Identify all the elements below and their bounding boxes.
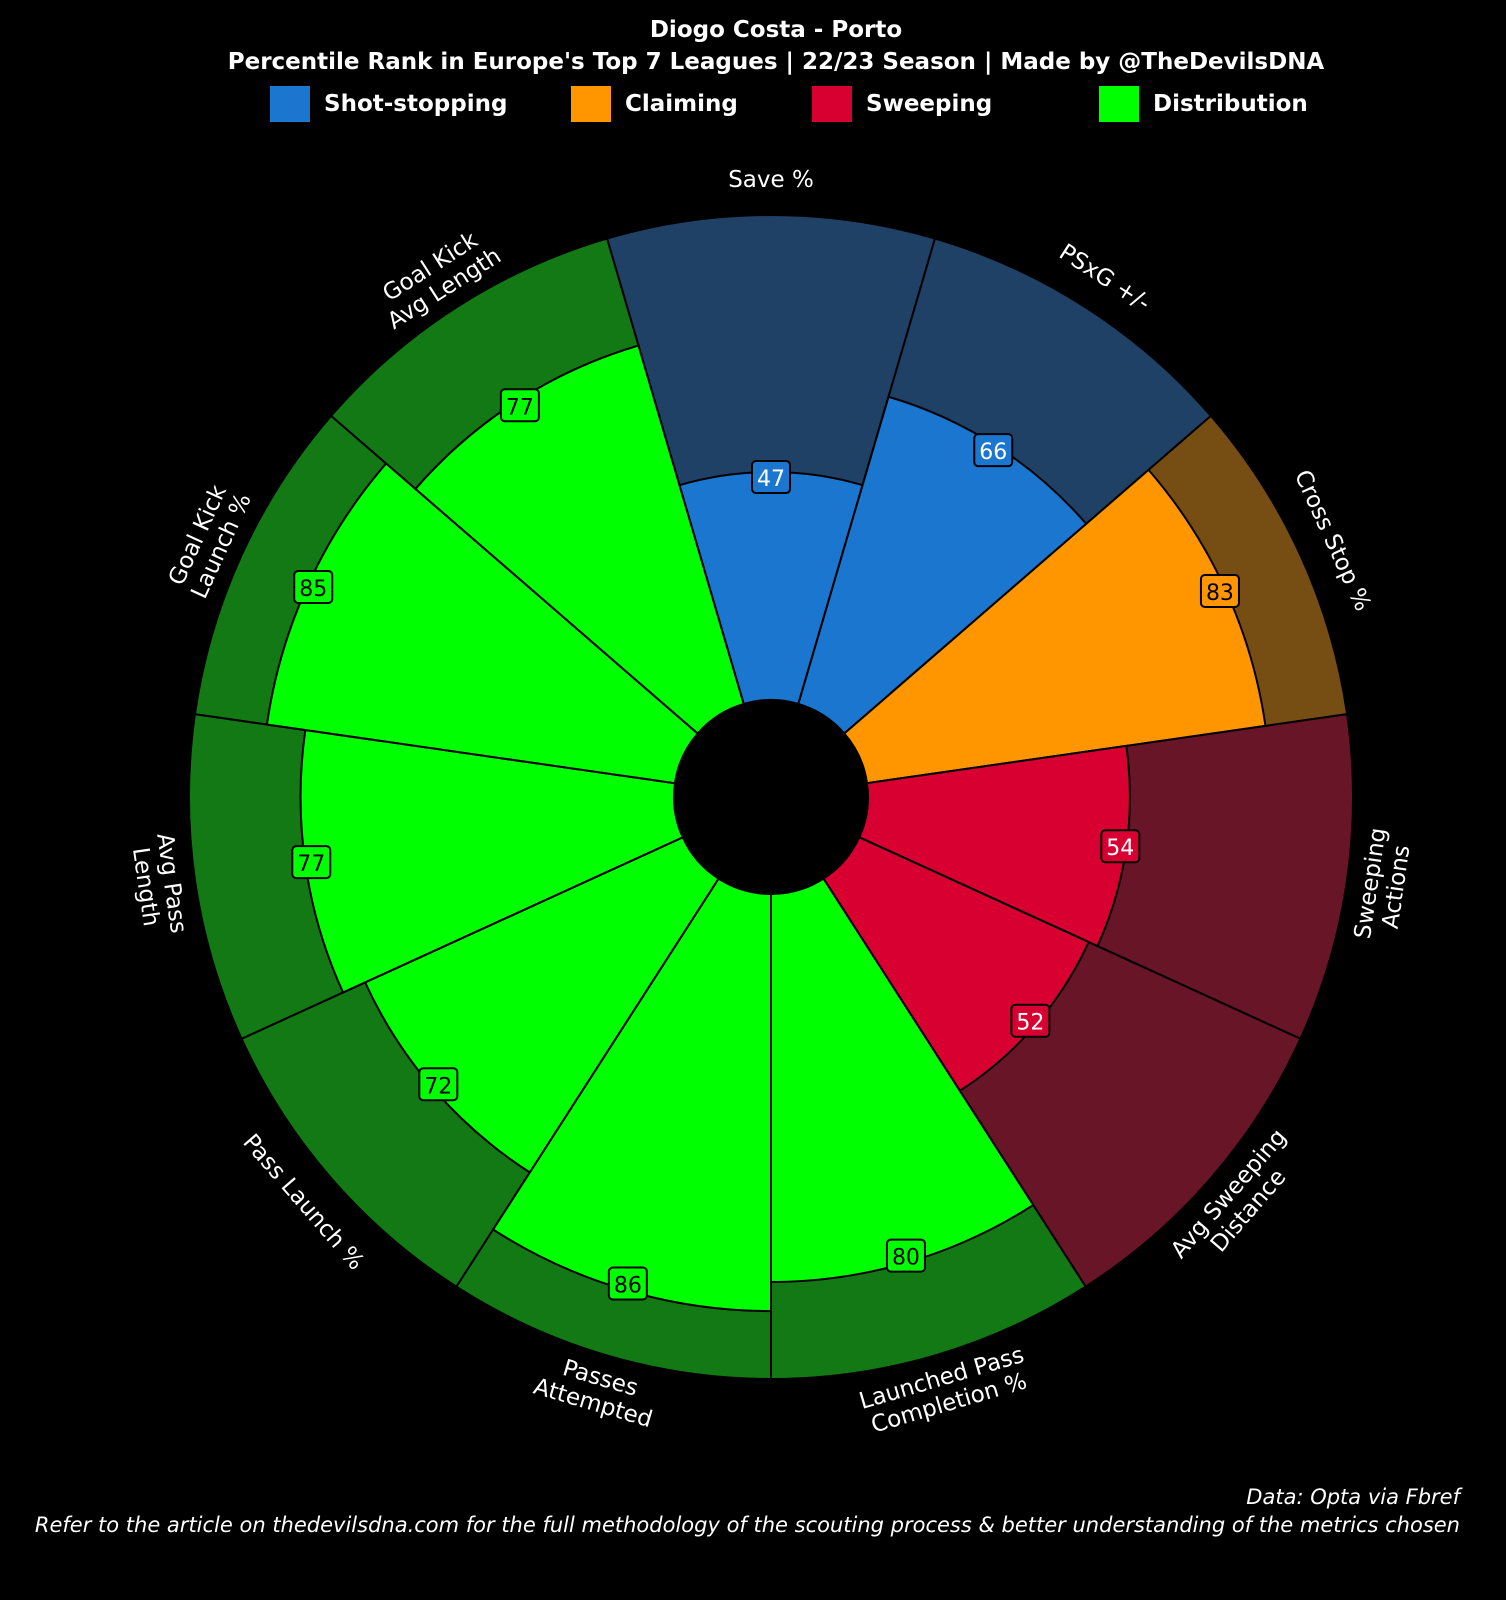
- value-label-text: 47: [757, 467, 785, 492]
- legend-label-claiming: Claiming: [625, 91, 738, 117]
- value-label-text: 83: [1206, 581, 1234, 606]
- category-label-avg-pass-length: Avg PassLength: [125, 831, 191, 938]
- value-label-text: 86: [614, 1274, 642, 1299]
- value-label-box: [293, 569, 334, 604]
- center-hole: [674, 700, 868, 894]
- value-label-box: [885, 1238, 926, 1273]
- value-label-text: 77: [506, 395, 534, 420]
- value-label-text: 77: [297, 852, 325, 877]
- value-label-goal-kick-avg-length: 77: [499, 388, 540, 423]
- value-label-text: 72: [424, 1074, 452, 1099]
- value-label-box: [1199, 573, 1240, 608]
- value-label-box: [973, 433, 1014, 468]
- footer-source: Data: Opta via Fbref: [1246, 1485, 1460, 1509]
- value-label-box: [1100, 829, 1141, 864]
- footer-note: Refer to the article on thedevilsdna.com…: [34, 1513, 1460, 1537]
- chart-subtitle: Percentile Rank in Europe's Top 7 League…: [227, 49, 1325, 75]
- value-label-goal-kick-launch: 85: [293, 569, 334, 604]
- value-label-box: [1010, 1003, 1051, 1038]
- value-label-text: 54: [1106, 836, 1134, 861]
- legend-item-claiming: Claiming: [571, 86, 738, 122]
- value-label-box: [418, 1067, 459, 1102]
- legend-item-shot-stopping: Shot-stopping: [270, 86, 507, 122]
- legend-label-sweeping: Sweeping: [866, 91, 993, 117]
- category-label-save: Save %: [728, 167, 814, 193]
- value-label-save: 47: [751, 460, 791, 495]
- legend-item-distribution: Distribution: [1099, 86, 1308, 122]
- value-label-passes-attempted: 86: [607, 1266, 648, 1301]
- value-label-psxg: 66: [973, 433, 1014, 468]
- chart-title: Diogo Costa - Porto: [649, 17, 903, 43]
- category-label-sweeping-actions: SweepingActions: [1350, 826, 1417, 944]
- legend-swatch-shot-stopping: [270, 86, 310, 122]
- value-label-pass-launch: 72: [418, 1067, 459, 1102]
- value-label-sweeping-actions: 54: [1100, 829, 1141, 864]
- value-label-box: [291, 845, 332, 880]
- value-label-text: 66: [979, 440, 1007, 465]
- legend-item-sweeping: Sweeping: [812, 86, 992, 122]
- value-label-text: 80: [892, 1246, 920, 1271]
- value-label-avg-pass-length: 77: [291, 845, 332, 880]
- legend-swatch-claiming: [571, 86, 611, 122]
- value-label-box: [499, 388, 540, 423]
- legend-swatch-distribution: [1099, 86, 1139, 122]
- value-label-avg-sweeping-distance: 52: [1010, 1003, 1051, 1038]
- value-label-box: [607, 1266, 648, 1301]
- legend-label-distribution: Distribution: [1153, 91, 1308, 117]
- value-label-text: 85: [299, 577, 327, 602]
- value-label-text: 52: [1016, 1011, 1044, 1036]
- category-label-line: Save %: [728, 167, 814, 193]
- legend-swatch-sweeping: [812, 86, 852, 122]
- legend-label-shot-stopping: Shot-stopping: [324, 91, 508, 117]
- value-label-cross-stop: 83: [1199, 573, 1240, 608]
- value-label-launched-pass-completion: 80: [885, 1238, 926, 1273]
- value-label-box: [751, 460, 791, 495]
